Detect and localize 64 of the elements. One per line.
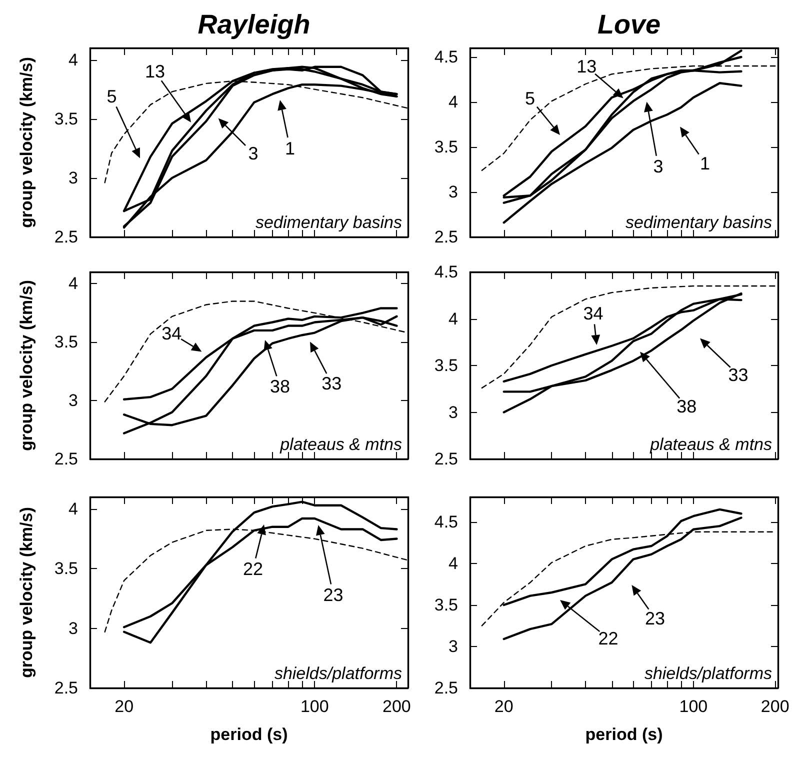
y-tick-label: 3	[448, 636, 458, 656]
x-tick-label: 20	[114, 697, 134, 716]
annotation: 23	[644, 608, 666, 628]
y-tick-label: 3.5	[54, 559, 78, 578]
y-axis-title: group velocity (km/s)	[17, 280, 36, 451]
annotation: plateaus & mtns	[279, 435, 402, 454]
y-tick-label: 4	[68, 499, 78, 518]
chart-title: Love	[597, 10, 661, 40]
x-axis-title: period (s)	[210, 725, 288, 744]
y-tick-label: 2.5	[54, 678, 78, 698]
annotation: 5	[524, 88, 536, 108]
y-tick-label: 3.5	[54, 109, 78, 128]
annotation: shields/platforms	[644, 664, 772, 683]
annotation: 1	[284, 138, 296, 158]
y-tick-label: 3.5	[434, 138, 458, 156]
annotation: 13	[144, 62, 166, 82]
annotation: 34	[583, 303, 604, 324]
annotation: 33	[728, 365, 748, 385]
annotation: 34	[162, 323, 182, 344]
y-tick-label: 2.5	[54, 450, 78, 468]
annotation: sedimentary basins	[256, 213, 402, 232]
annotation: 23	[323, 585, 344, 605]
annotation: 13	[576, 56, 597, 77]
annotation: 38	[270, 376, 290, 397]
y-tick-label: 2.5	[54, 228, 78, 246]
y-tick-label: 4	[68, 274, 78, 294]
y-tick-label: 4	[68, 50, 78, 70]
y-tick-label: 2.5	[434, 450, 458, 468]
y-tick-label: 3	[68, 618, 78, 638]
annotation: 38	[676, 396, 697, 417]
y-tick-label: 2.5	[434, 678, 458, 698]
annotation: 22	[242, 559, 264, 579]
x-tick-label: 200	[382, 697, 411, 716]
x-tick-label: 100	[679, 697, 708, 716]
y-tick-label: 3	[68, 391, 78, 410]
x-tick-label: 100	[300, 697, 329, 716]
y-tick-label: 3	[448, 402, 458, 422]
y-tick-label: 4.5	[434, 262, 458, 282]
annotation: 3	[653, 156, 664, 177]
x-axis-title: period (s)	[585, 725, 663, 744]
annotation: 3	[248, 143, 258, 164]
y-tick-label: 4	[448, 92, 458, 112]
y-tick-label: 3.5	[54, 332, 78, 352]
chart-title: Rayleigh	[198, 10, 310, 40]
annotation: plateaus & mtns	[649, 435, 772, 454]
annotation: 22	[598, 628, 618, 648]
y-tick-label: 3.5	[434, 356, 458, 375]
y-axis-title: group velocity (km/s)	[17, 57, 36, 228]
y-tick-label: 3	[448, 182, 458, 202]
y-tick-label: 3.5	[434, 595, 458, 614]
annotation: shields/platforms	[274, 664, 402, 683]
x-tick-label: 20	[494, 697, 514, 716]
y-tick-label: 4	[448, 309, 458, 328]
annotation: 33	[322, 373, 342, 394]
annotation: sedimentary basins	[626, 213, 772, 232]
annotation: 5	[106, 86, 117, 107]
y-tick-label: 2.5	[434, 228, 458, 246]
y-axis-title: group velocity (km/s)	[17, 507, 36, 678]
y-tick-label: 4	[448, 554, 458, 573]
y-tick-label: 3	[68, 168, 78, 188]
y-tick-label: 4.5	[434, 48, 458, 66]
x-tick-label: 200	[760, 697, 790, 716]
y-tick-label: 4.5	[434, 512, 458, 532]
annotation: 1	[700, 153, 710, 174]
